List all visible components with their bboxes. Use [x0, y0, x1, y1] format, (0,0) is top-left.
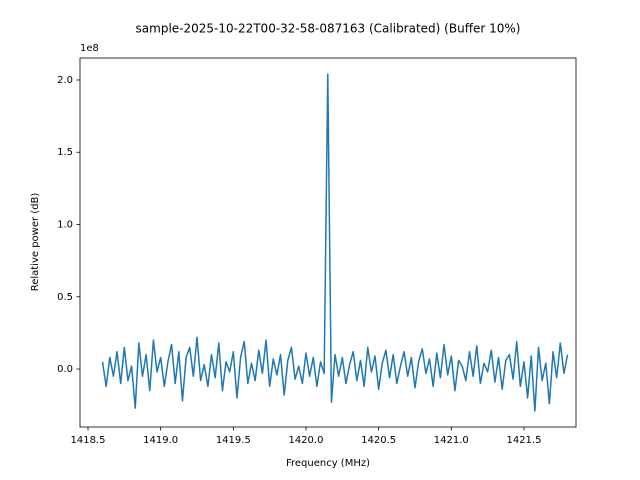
x-tick-label: 1421.5 — [506, 435, 541, 446]
y-tick-label: 1.5 — [57, 147, 73, 158]
x-tick-label: 1420.5 — [361, 435, 396, 446]
y-tick-label: 0.5 — [57, 292, 73, 303]
x-tick-label: 1418.5 — [70, 435, 105, 446]
x-tick-label: 1420.0 — [288, 435, 323, 446]
x-tick-label: 1419.5 — [216, 435, 251, 446]
x-axis-label: Frequency (MHz) — [286, 458, 370, 469]
y-tick-label: 1.0 — [57, 220, 73, 231]
x-tick-label: 1419.0 — [143, 435, 178, 446]
x-tick-label: 1421.0 — [434, 435, 469, 446]
axes-frame — [79, 57, 577, 428]
data-line — [101, 73, 569, 412]
y-tick-label: 0.0 — [57, 364, 73, 375]
chart-title: sample-2025-10-22T00-32-58-087163 (Calib… — [136, 22, 521, 36]
y-axis-label: Relative power (dB) — [30, 193, 41, 292]
y-offset-label: 1e8 — [80, 43, 99, 54]
y-tick-label: 2.0 — [57, 75, 73, 86]
